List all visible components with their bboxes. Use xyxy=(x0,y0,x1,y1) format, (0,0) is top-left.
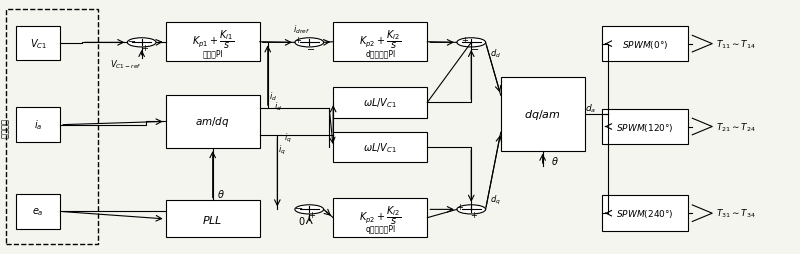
Circle shape xyxy=(127,39,156,48)
Text: $d_q$: $d_q$ xyxy=(490,193,501,206)
Circle shape xyxy=(457,205,486,214)
Text: $-$: $-$ xyxy=(294,201,302,212)
Text: 反馈参数: 反馈参数 xyxy=(1,117,10,137)
Text: q轴电流环PI: q轴电流环PI xyxy=(365,224,395,233)
Text: $am/dq$: $am/dq$ xyxy=(195,115,230,129)
Text: $i_q$: $i_q$ xyxy=(284,131,291,144)
Bar xyxy=(16,194,60,229)
Text: $i_{dref}$: $i_{dref}$ xyxy=(293,24,310,36)
Bar xyxy=(333,198,427,237)
Text: 电压环PI: 电压环PI xyxy=(202,49,223,58)
Text: $0$: $0$ xyxy=(298,214,305,226)
Bar xyxy=(16,27,60,61)
Bar xyxy=(16,108,60,142)
Text: $K_{p1}+\dfrac{K_{i1}}{s}$: $K_{p1}+\dfrac{K_{i1}}{s}$ xyxy=(191,28,234,51)
Text: $+$: $+$ xyxy=(470,210,478,220)
Text: $+$: $+$ xyxy=(309,210,317,220)
Circle shape xyxy=(295,39,324,48)
Text: $-$: $-$ xyxy=(306,43,315,53)
Text: d轴电流环PI: d轴电流环PI xyxy=(365,49,395,58)
Bar xyxy=(333,23,427,62)
Text: $+$: $+$ xyxy=(461,35,469,45)
Text: $+$: $+$ xyxy=(456,201,464,212)
Text: $K_{p2}+\dfrac{K_{i2}}{s}$: $K_{p2}+\dfrac{K_{i2}}{s}$ xyxy=(359,28,402,51)
Text: $d_d$: $d_d$ xyxy=(490,47,501,60)
Text: $\omega L/V_{C1}$: $\omega L/V_{C1}$ xyxy=(363,140,398,154)
Text: $V_{C1}$: $V_{C1}$ xyxy=(30,37,47,51)
Bar xyxy=(166,23,260,62)
Bar xyxy=(166,95,260,149)
Text: $i_d$: $i_d$ xyxy=(269,90,277,102)
Circle shape xyxy=(295,205,324,214)
Text: $+$: $+$ xyxy=(141,43,149,53)
Text: $T_{21}\sim T_{24}$: $T_{21}\sim T_{24}$ xyxy=(716,121,756,133)
Text: $K_{p2}+\dfrac{K_{i2}}{s}$: $K_{p2}+\dfrac{K_{i2}}{s}$ xyxy=(359,203,402,226)
Circle shape xyxy=(457,39,486,48)
Text: $SPWM(240°)$: $SPWM(240°)$ xyxy=(616,207,674,219)
Text: $PLL$: $PLL$ xyxy=(202,213,223,225)
Bar xyxy=(6,10,98,244)
Text: $V_{C1-ref}$: $V_{C1-ref}$ xyxy=(110,58,142,71)
Text: $T_{31}\sim T_{34}$: $T_{31}\sim T_{34}$ xyxy=(716,207,756,220)
Bar xyxy=(333,132,427,163)
Text: $-$: $-$ xyxy=(470,43,479,53)
Bar xyxy=(166,201,260,237)
Bar xyxy=(501,77,585,151)
Text: $T_{11}\sim T_{14}$: $T_{11}\sim T_{14}$ xyxy=(716,38,756,51)
Text: $SPWM(120°)$: $SPWM(120°)$ xyxy=(616,121,674,133)
Bar xyxy=(602,196,688,231)
Text: $SPWM(0°)$: $SPWM(0°)$ xyxy=(622,38,668,51)
Text: $+$: $+$ xyxy=(294,35,302,45)
Bar xyxy=(333,88,427,118)
Text: $i_q$: $i_q$ xyxy=(278,143,286,156)
Text: $e_a$: $e_a$ xyxy=(33,205,44,217)
Text: $d_a$: $d_a$ xyxy=(586,102,597,114)
Bar xyxy=(602,109,688,145)
Text: $\omega L/V_{C1}$: $\omega L/V_{C1}$ xyxy=(363,96,398,110)
Text: $\theta$: $\theta$ xyxy=(217,187,225,199)
Text: $\theta$: $\theta$ xyxy=(550,154,558,166)
Text: $i_a$: $i_a$ xyxy=(34,118,42,132)
Text: $-$: $-$ xyxy=(126,35,136,45)
Text: $i_d$: $i_d$ xyxy=(274,100,282,112)
Text: $dq/am$: $dq/am$ xyxy=(524,107,561,121)
Bar xyxy=(602,27,688,62)
